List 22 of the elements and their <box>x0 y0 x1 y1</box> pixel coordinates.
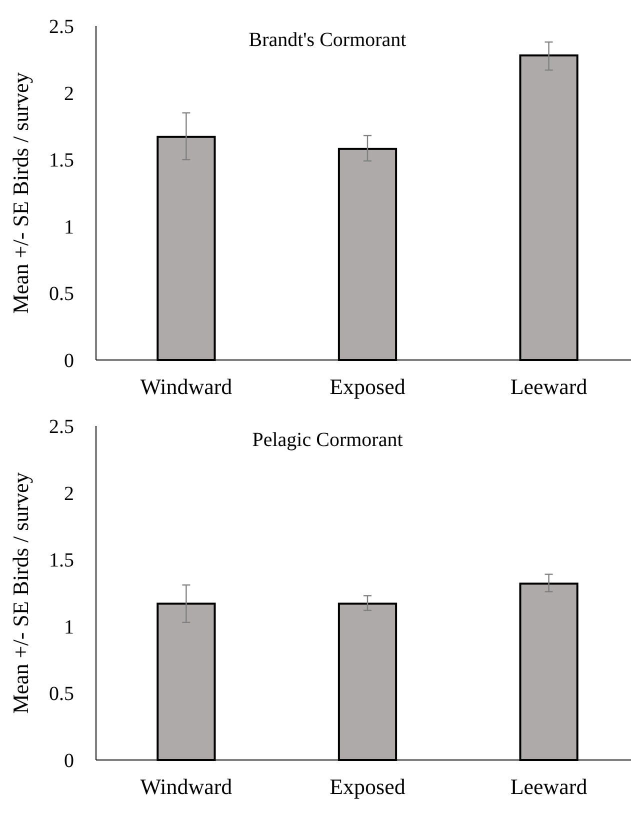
y-tick-label: 0 <box>64 350 74 372</box>
y-tick-label: 2.5 <box>49 16 74 38</box>
x-tick-label: Exposed <box>330 774 406 799</box>
x-tick-label: Windward <box>140 774 232 799</box>
x-tick-label: Exposed <box>330 374 406 399</box>
x-tick-label: Windward <box>140 374 232 399</box>
chart-title: Pelagic Cormorant <box>252 429 404 451</box>
x-tick-label: Leeward <box>510 374 588 399</box>
y-tick-label: 0.5 <box>49 683 74 706</box>
y-tick-label: 2.5 <box>49 416 74 438</box>
y-tick-label: 2 <box>64 82 74 105</box>
x-tick-label: Leeward <box>510 774 588 799</box>
y-tick-label: 1.5 <box>49 150 74 172</box>
y-tick-label: 2 <box>64 482 74 505</box>
y-axis-title: Mean +/- SE Birds / survey <box>8 72 33 314</box>
chart-title: Brandt's Cormorant <box>248 29 407 51</box>
y-tick-label: 0.5 <box>49 283 74 306</box>
y-tick-label: 1.5 <box>49 550 74 572</box>
y-tick-label: 0 <box>64 750 74 772</box>
y-axis-title: Mean +/- SE Birds / survey <box>8 472 33 714</box>
y-tick-label: 1 <box>64 216 74 238</box>
y-tick-label: 1 <box>64 616 74 638</box>
